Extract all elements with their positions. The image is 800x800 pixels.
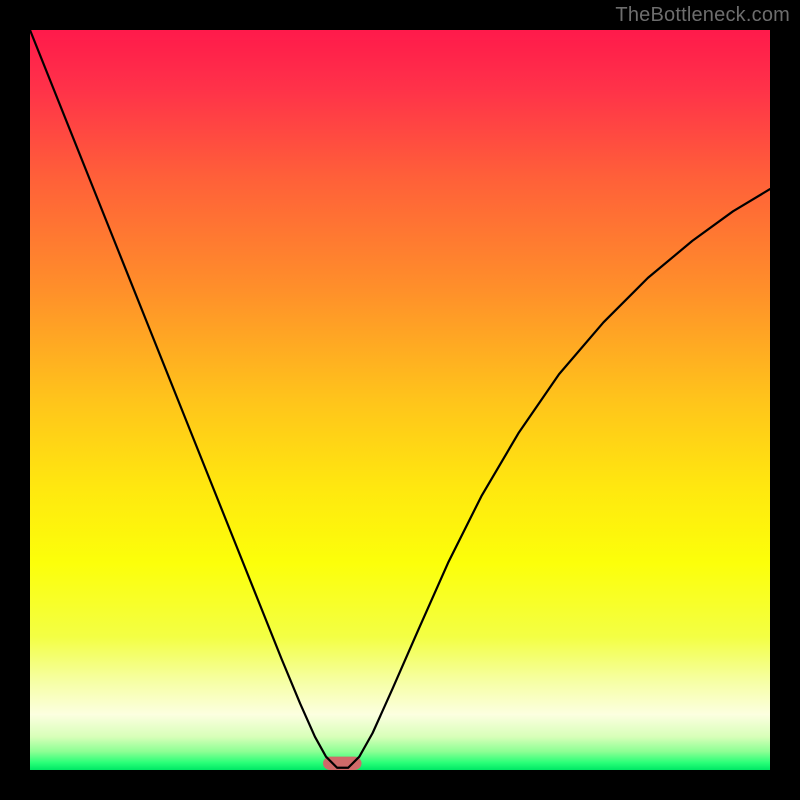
chart-container: TheBottleneck.com xyxy=(0,0,800,800)
bottleneck-chart xyxy=(0,0,800,800)
watermark-text: TheBottleneck.com xyxy=(615,4,790,27)
gradient-background xyxy=(30,30,770,770)
